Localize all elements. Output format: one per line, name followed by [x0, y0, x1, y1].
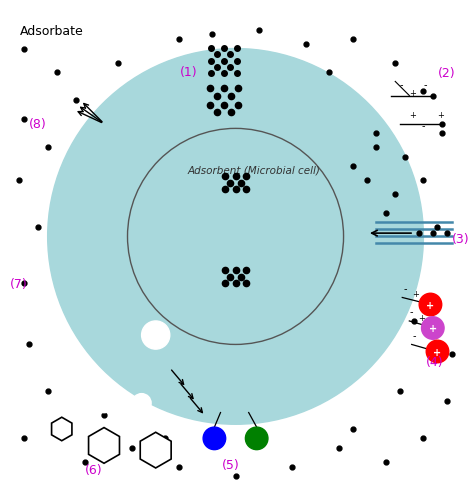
- Circle shape: [246, 427, 268, 449]
- Text: (2): (2): [438, 67, 455, 80]
- Circle shape: [203, 427, 226, 449]
- Text: -: -: [410, 307, 413, 317]
- Text: (1): (1): [180, 66, 197, 79]
- Polygon shape: [89, 427, 119, 463]
- Text: Adsorbate: Adsorbate: [19, 25, 83, 38]
- Circle shape: [142, 321, 170, 349]
- Text: +: +: [433, 348, 442, 358]
- Polygon shape: [140, 432, 171, 468]
- Text: (3): (3): [452, 233, 469, 246]
- Text: (4): (4): [426, 356, 443, 369]
- Text: -: -: [404, 284, 407, 294]
- Text: -: -: [400, 81, 403, 91]
- Circle shape: [48, 49, 423, 424]
- Circle shape: [419, 293, 442, 316]
- Circle shape: [421, 317, 444, 339]
- Polygon shape: [52, 417, 72, 441]
- Circle shape: [71, 377, 90, 396]
- Text: (5): (5): [221, 459, 239, 472]
- Text: +: +: [410, 89, 416, 98]
- Text: -: -: [421, 121, 425, 131]
- Text: +: +: [429, 325, 437, 334]
- Text: +: +: [438, 111, 444, 120]
- Circle shape: [132, 394, 151, 412]
- Text: Adsorbent (Microbial cell): Adsorbent (Microbial cell): [188, 166, 321, 176]
- Text: +: +: [410, 111, 416, 120]
- Text: (6): (6): [85, 463, 103, 476]
- Text: +: +: [411, 291, 419, 300]
- Text: +: +: [427, 301, 435, 311]
- Text: +: +: [418, 314, 425, 323]
- Text: (8): (8): [29, 118, 46, 131]
- Circle shape: [426, 340, 449, 363]
- Text: -: -: [412, 331, 416, 341]
- Text: -: -: [423, 81, 427, 91]
- Text: (7): (7): [10, 278, 28, 291]
- Circle shape: [95, 394, 113, 412]
